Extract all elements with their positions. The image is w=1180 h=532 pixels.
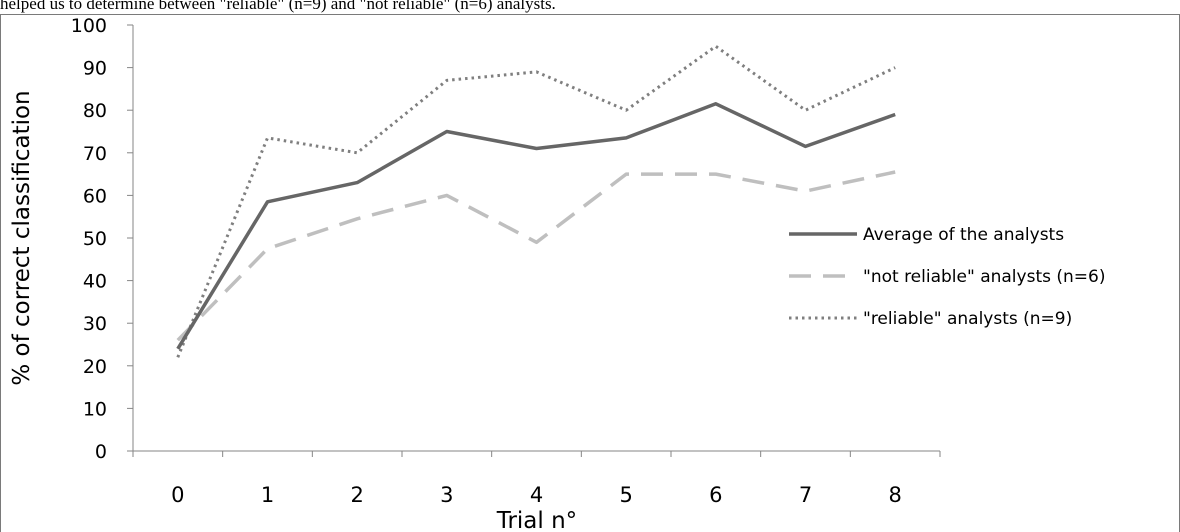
figure-caption: helped us to determine between "reliable… bbox=[0, 0, 556, 13]
x-tick-label: 0 bbox=[171, 483, 184, 507]
y-tick-label: 20 bbox=[83, 356, 107, 378]
y-tick-labels: 0 10 20 30 40 50 60 70 80 90 100 bbox=[71, 15, 107, 463]
chart-axes bbox=[127, 24, 941, 457]
y-tick-label: 0 bbox=[95, 441, 107, 463]
x-tick-label: 1 bbox=[261, 483, 274, 507]
y-tick-label: 10 bbox=[83, 398, 107, 420]
y-tick-label: 30 bbox=[83, 313, 107, 335]
chart-series bbox=[176, 44, 896, 358]
chart-legend: Average of the analysts "not reliable" an… bbox=[789, 225, 1105, 329]
y-tick-label: 90 bbox=[83, 58, 107, 80]
y-tick-label: 50 bbox=[83, 228, 107, 250]
x-tick-label: 3 bbox=[440, 483, 453, 507]
x-tick-label: 4 bbox=[530, 483, 543, 507]
x-tick-label: 6 bbox=[709, 483, 722, 507]
x-tick-labels: 0 1 2 3 4 5 6 7 8 bbox=[171, 483, 902, 507]
x-axis-label: Trial n° bbox=[496, 508, 577, 532]
y-tick-label: 80 bbox=[83, 100, 107, 122]
series-line-1 bbox=[176, 102, 896, 350]
y-tick-label: 70 bbox=[83, 143, 107, 165]
x-tick-label: 8 bbox=[888, 483, 901, 507]
series-line-2 bbox=[176, 170, 896, 342]
legend-label: "not reliable" analysts (n=6) bbox=[863, 267, 1105, 287]
y-axis-label: % of correct classification bbox=[9, 90, 35, 385]
legend-label: Average of the analysts bbox=[863, 225, 1064, 245]
y-tick-label: 100 bbox=[71, 15, 107, 37]
x-tick-label: 5 bbox=[619, 483, 632, 507]
x-tick-label: 7 bbox=[799, 483, 812, 507]
legend-label: "reliable" analysts (n=9) bbox=[863, 309, 1072, 329]
y-tick-label: 60 bbox=[83, 185, 107, 207]
series-line-3 bbox=[176, 44, 896, 358]
y-tick-label: 40 bbox=[83, 271, 107, 293]
x-tick-label: 2 bbox=[350, 483, 363, 507]
